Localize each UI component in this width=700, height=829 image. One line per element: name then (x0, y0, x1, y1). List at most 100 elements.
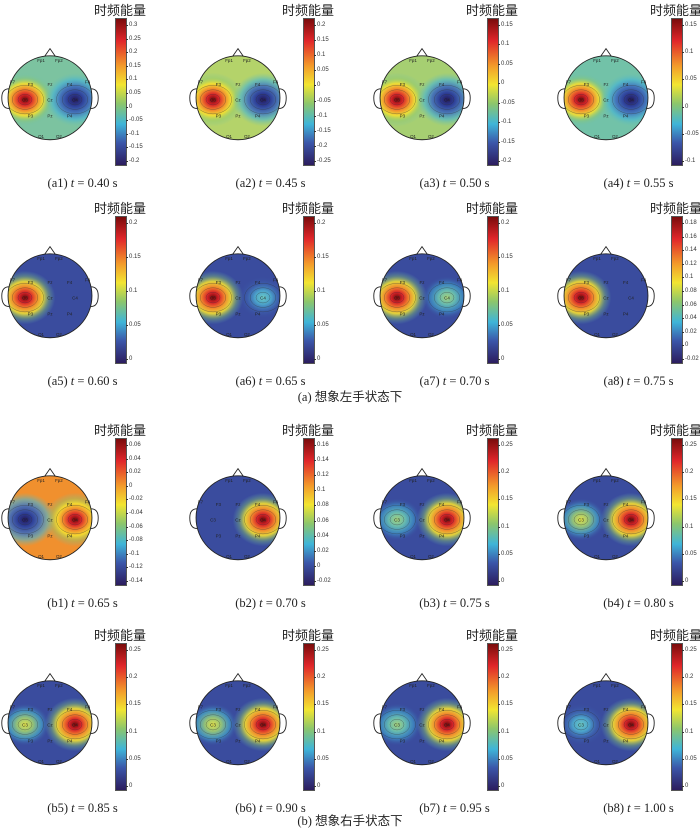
colorbar-title: 时频能量 (281, 423, 334, 438)
electrode-label: F8 (457, 278, 463, 283)
scalp-topomap: Fp1 Fp2 F7 F3 Fz F4 F8 C3 Cz C4 P3 Pz P4 O1 O2 (373, 672, 471, 766)
nose-outline (43, 672, 57, 683)
time-symbol: t (443, 801, 447, 815)
scalp-topomap: Fp1 Fp2 F7 F3 Fz F4 F8 C3 Cz C4 P3 Pz P4 O1 O2 (1, 245, 99, 339)
electrode-label: Fz (420, 280, 425, 285)
colorbar-tick-label: 0 (313, 82, 321, 89)
time-symbol: t (627, 596, 631, 610)
colorbar-tick-label: -0.2 (125, 158, 140, 164)
electrode-label: F7 (198, 705, 204, 710)
contour-line (255, 93, 271, 106)
colorbar-tick-label: 0 (313, 562, 321, 569)
colorbar-tick-label: 0.14 (314, 457, 329, 464)
colorbar: 0.25 0.2 0.15 0.1 0.05 0 (303, 643, 329, 791)
contour-line (439, 513, 455, 526)
contour-line (12, 509, 38, 530)
colorbar-tick-label: 0.05 (314, 322, 329, 328)
contour-line (196, 710, 232, 740)
colorbar-tick-label: 0 (313, 783, 321, 789)
colorbar-tick-label: 0 (497, 578, 505, 584)
electrode-label: Cz (419, 295, 424, 300)
colorbar-tick-label: -0.2 (497, 158, 512, 164)
panel-id: (a5) (47, 374, 68, 388)
colorbar-tick-label: 0.15 (498, 254, 513, 260)
colorbar-tick-label: 0.05 (498, 60, 513, 67)
electrode-label: P3 (216, 738, 222, 743)
right-ear-outline (647, 713, 655, 734)
time-value: = 0.50 s (449, 176, 490, 190)
colorbar: 0.25 0.2 0.15 0.1 0.05 0 (671, 643, 697, 791)
colorbar-tick-label: 0.1 (681, 49, 694, 56)
electrode-label: O2 (428, 554, 434, 559)
head-outline (563, 475, 649, 561)
colorbar-tick-label: 0.05 (682, 550, 697, 557)
contour-line (434, 714, 460, 735)
colorbar-tick-label: 0.15 (498, 496, 513, 503)
contour-line (612, 505, 648, 535)
head-outline (7, 680, 93, 766)
topomap-panel: 时频能量 Fp1 Fp2 F7 F3 Fz F4 F8 C3 Cz C4 P3 Pz P4 O1 O2 0.15… (556, 0, 700, 196)
right-ear-outline (279, 88, 287, 109)
head-outline (563, 680, 649, 766)
colorbar-tick-label: 0 (497, 783, 505, 789)
contour-line (205, 291, 221, 304)
electrode-label: F4 (623, 280, 629, 285)
colorbar-tick-label: 0.25 (498, 647, 513, 653)
time-value: = 0.65 s (77, 596, 118, 610)
colorbar-tick-label: 0.05 (126, 322, 141, 328)
contour-line (56, 85, 92, 115)
head-outline (7, 55, 93, 141)
time-value: = 1.00 s (633, 801, 674, 815)
electrode-label: Fz (604, 82, 609, 87)
panel-id: (b1) (47, 596, 69, 610)
panel-id: (a4) (603, 176, 624, 190)
colorbar-tick-label: 0.05 (314, 755, 329, 762)
colorbar-tick-label: 0 (313, 356, 321, 362)
colorbar: 0.18 0.16 0.14 0.12 0.1 0.08 0.06 0.04 0.02 0 -0.0… (671, 216, 699, 364)
colorbar-tick-label: 0.04 (682, 315, 697, 322)
electrode-label: C4 (444, 517, 450, 522)
panel-caption: (b6) t = 0.90 s (188, 801, 353, 816)
contour-line (244, 283, 280, 313)
electrode-label: F8 (273, 500, 279, 505)
colorbar-tick-label: 0.2 (497, 220, 510, 226)
electrode-label: Fz (604, 707, 609, 712)
contour-line (12, 287, 38, 308)
electrode-label: C3 (394, 295, 400, 300)
electrode-label: C4 (628, 517, 634, 522)
electrode-label: Fp2 (243, 478, 251, 483)
colorbar-title: 时频能量 (93, 201, 146, 216)
electrode-label: P3 (400, 738, 406, 743)
contour-line (439, 93, 455, 106)
electrode-label: Fp1 (593, 683, 601, 688)
topomap-panel: 时频能量 Fp1 Fp2 F7 F3 Fz F4 F8 C3 Cz C4 P3 Pz P4 O1 O2 0.2 0… (0, 198, 176, 394)
electrode-label: Fz (420, 502, 425, 507)
electrode-label: F7 (198, 80, 204, 85)
right-ear-outline (463, 286, 471, 307)
colorbar-tick-label: 0.14 (682, 247, 697, 254)
contour-line (62, 714, 88, 735)
electrode-label: O1 (38, 134, 44, 139)
electrode-label: O2 (428, 134, 434, 139)
contour-line (384, 509, 410, 530)
electrode-label: F4 (67, 280, 73, 285)
contour-line (205, 93, 221, 106)
electrode-label: O2 (56, 332, 62, 337)
time-value: = 0.90 s (265, 801, 306, 815)
left-ear-outline (1, 508, 9, 529)
colorbar-tick-label: 0.04 (314, 532, 329, 539)
electrode-label: Fp2 (55, 478, 63, 483)
colorbar: 0.2 0.15 0.1 0.05 0 (303, 216, 329, 364)
electrode-label: Pz (603, 113, 608, 118)
electrode-label: Fp1 (37, 58, 45, 63)
electrode-label: F3 (400, 502, 406, 507)
contour-line (612, 85, 648, 115)
electrode-label: F3 (400, 280, 406, 285)
electrode-label: P3 (400, 311, 406, 316)
electrode-label: F3 (216, 82, 222, 87)
contour-line (200, 714, 226, 735)
time-value: = 0.95 s (449, 801, 490, 815)
colorbar-tick-label: 0.15 (682, 496, 697, 503)
contour-line (8, 283, 44, 313)
colorbar-tick-label: 0.2 (313, 220, 326, 226)
